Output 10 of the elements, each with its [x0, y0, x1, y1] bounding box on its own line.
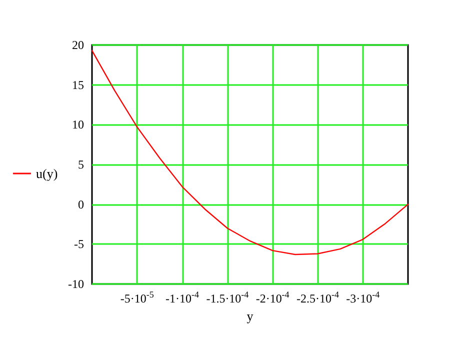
- y-tick-label: -5: [74, 237, 84, 252]
- y-tick-label: 0: [78, 197, 84, 212]
- y-tick-label: 20: [72, 38, 84, 52]
- y-tick-label: 10: [72, 118, 84, 132]
- y-tick-label: 5: [78, 158, 84, 172]
- line-series: [91, 50, 409, 256]
- legend-label: u(y): [36, 166, 58, 181]
- x-axis-title: y: [246, 308, 254, 324]
- y-tick-label: 15: [72, 78, 84, 92]
- y-tick-label: -10: [68, 277, 84, 291]
